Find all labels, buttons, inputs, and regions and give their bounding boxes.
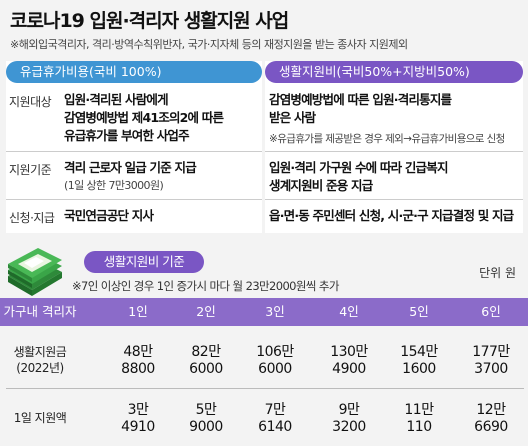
row-label-daily-support: 1일 지원액 — [13, 411, 67, 425]
apply-process-text: 읍·면·동 주민센터 신청, 시·군·구 지급결정 및 지급 — [269, 208, 514, 223]
standard-line: 생계지원비 준용 지급 — [269, 178, 373, 193]
support-standard-tag: 생활지원비 기준 — [84, 251, 204, 273]
table-cell: 106만 6000 — [256, 344, 294, 377]
target-text: 감염병예방법에 따른 입원·격리통지를 받은 사람 — [269, 91, 452, 127]
eligibility-line: 입원·격리된 사람에게 — [64, 92, 169, 107]
row-header-label: 가구내 격리자 — [3, 304, 77, 319]
eligibility-line: 감염병예방법 제41조의2에 따른 — [64, 110, 224, 125]
divider — [265, 199, 523, 200]
criteria-label: 지원기준 — [9, 163, 52, 177]
table-cell: 9만 3200 — [332, 402, 366, 435]
column-header: 4인 — [339, 304, 359, 319]
unit-label: 단위 원 — [479, 266, 516, 280]
table-cell: 7만 6140 — [258, 402, 292, 435]
target-line: 받은 사람 — [269, 110, 316, 125]
column-header: 6인 — [481, 304, 501, 319]
support-note: ※7인 이상인 경우 1인 증가시 마다 월 23만2000원씩 추가 — [72, 279, 339, 293]
paid-leave-panel: 유급휴가비용(국비 100%) 지원대상 입원·격리된 사람에게 감염병예방법 … — [6, 61, 262, 233]
apply-text: 국민연금공단 지사 — [64, 208, 154, 223]
living-support-panel: 생활지원비(국비50%+지방비50%) 감염병예방법에 따른 입원·격리통지를 … — [265, 61, 523, 233]
exclusion-note: ※해외입국격리자, 격리·방역수칙위반자, 국가·지자체 등의 재정지원을 받는… — [10, 38, 408, 51]
page-title: 코로나19 입원·격리자 생활지원 사업 — [10, 10, 289, 32]
table-header-bar: 가구내 격리자 1인 2인 3인 4인 5인 6인 — [0, 298, 528, 326]
eligibility-line: 유급휴가를 부여한 사업주 — [64, 128, 190, 143]
table-cell: 82만 6000 — [189, 344, 223, 377]
table-cell: 130만 4900 — [330, 344, 368, 377]
row-label-year: (2022년) — [16, 361, 64, 375]
column-header: 2인 — [196, 304, 216, 319]
table-cell: 12만 6690 — [474, 402, 508, 435]
table-cell: 154만 1600 — [400, 344, 438, 377]
apply-label: 신청·지급 — [9, 211, 55, 225]
row-label-line: 생활지원금 — [13, 345, 67, 359]
divider — [6, 151, 262, 152]
standard-line: 입원·격리 가구원 수에 따라 긴급복지 — [269, 160, 448, 175]
column-header: 3인 — [265, 304, 285, 319]
divider — [6, 199, 262, 200]
divider — [265, 151, 523, 152]
column-header: 1인 — [128, 304, 148, 319]
table-cell: 3만 4910 — [121, 402, 155, 435]
standard-text: 입원·격리 가구원 수에 따라 긴급복지 생계지원비 준용 지급 — [269, 159, 448, 195]
paid-leave-header: 유급휴가비용(국비 100%) — [6, 61, 262, 83]
target-line: 감염병예방법에 따른 입원·격리통지를 — [269, 92, 452, 107]
target-exclusion-note: ※유급휴가를 제공받은 경우 제외→유급휴가비용으로 신청 — [269, 133, 505, 145]
table-cell: 11만 110 — [404, 402, 434, 435]
living-support-header: 생활지원비(국비50%+지방비50%) — [265, 61, 523, 83]
eligibility-label: 지원대상 — [9, 95, 52, 109]
table-cell: 177만 3700 — [472, 344, 510, 377]
money-stack-icon — [8, 248, 62, 296]
table-cell: 5만 9000 — [189, 402, 223, 435]
eligibility-text: 입원·격리된 사람에게 감염병예방법 제41조의2에 따른 유급휴가를 부여한 … — [64, 91, 224, 145]
row-label-living-support: 생활지원금 (2022년) — [0, 344, 80, 376]
column-header: 5인 — [409, 304, 429, 319]
criteria-line: 격리 근로자 일급 기준 지급 — [64, 160, 197, 175]
row-divider — [6, 388, 524, 389]
criteria-text: 격리 근로자 일급 기준 지급 (1일 상한 7만3000원) — [64, 159, 197, 195]
criteria-cap: (1일 상한 7만3000원) — [64, 179, 164, 192]
table-cell: 48만 8800 — [121, 344, 155, 377]
